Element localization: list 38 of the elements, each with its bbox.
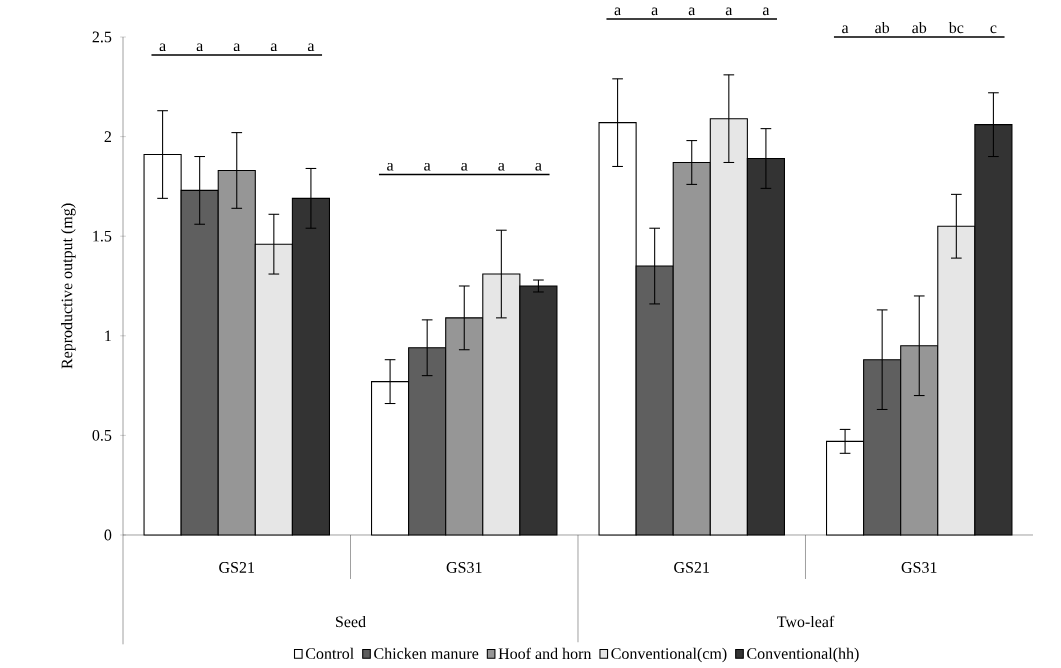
annotation: a (196, 43, 203, 52)
text: a (762, 7, 770, 16)
text: c (990, 25, 997, 34)
text: ab (912, 21, 927, 34)
text: bc (948, 21, 964, 34)
annotation: a (461, 162, 468, 171)
x-tick-label: GS31 (901, 562, 937, 573)
annotation: a (424, 162, 431, 171)
legend-label: Control (305, 647, 354, 659)
text: Seed (336, 615, 366, 628)
annotation: a (535, 162, 542, 171)
annotation: a (498, 162, 505, 171)
text: a (651, 7, 658, 16)
y-tick-label: 2.5 (92, 31, 112, 43)
text: a (688, 7, 696, 16)
y-tick-label: 1 (105, 330, 111, 342)
y-tick-label: 1.5 (93, 230, 112, 242)
y-axis-title: Reproductive output (mg) (61, 203, 76, 369)
text: a (725, 7, 733, 16)
annotation: a (387, 162, 394, 171)
legend-label: Conventional(hh) (747, 647, 859, 663)
y-tick-label: 2 (104, 131, 112, 142)
annotation: a (159, 43, 166, 52)
y-tick-label: 0 (104, 529, 112, 541)
x-tick-label: GS21 (219, 562, 255, 573)
legend-label: Chicken manure (374, 647, 479, 659)
x-tick-label: GS31 (446, 562, 482, 573)
text: ab (875, 21, 890, 34)
annotation: a (307, 43, 315, 52)
text: Two-leaf (777, 615, 835, 628)
text: a (842, 25, 849, 34)
legend-label: Conventional(cm) (611, 647, 727, 663)
annotation: a (270, 43, 278, 52)
annotation: a (233, 43, 241, 52)
text: a (614, 7, 621, 16)
legend-label: Hoof and horn (498, 647, 592, 660)
y-tick-label: 0.5 (92, 429, 112, 441)
x-tick-label: GS21 (674, 562, 710, 573)
